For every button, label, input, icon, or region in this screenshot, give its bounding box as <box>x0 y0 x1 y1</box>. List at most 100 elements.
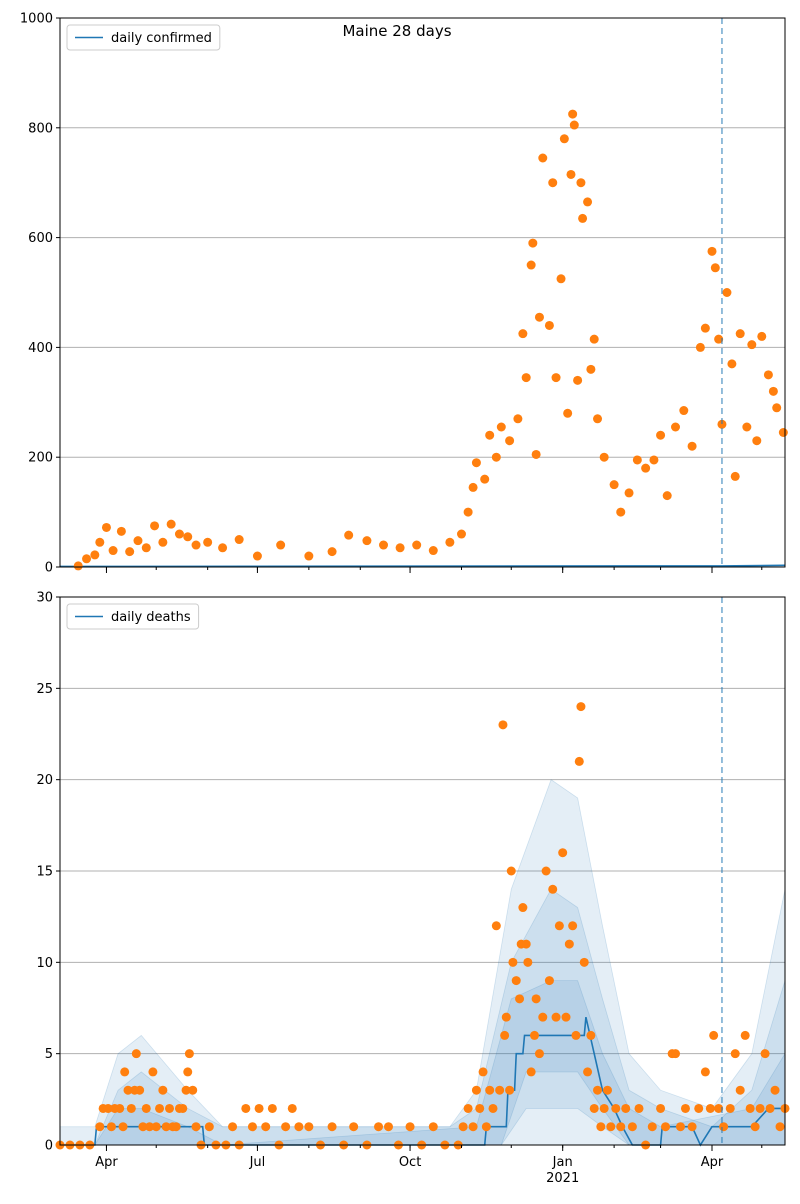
observed-point <box>506 866 516 876</box>
observed-point <box>747 340 757 350</box>
legend-label: daily confirmed <box>111 31 212 46</box>
legend: daily deaths <box>66 603 200 630</box>
observed-point <box>491 921 501 931</box>
observed-point <box>589 334 599 344</box>
observed-point <box>559 134 569 144</box>
observed-point <box>538 153 548 163</box>
observed-point <box>705 1103 715 1113</box>
observed-point <box>727 359 737 369</box>
observed-point <box>742 422 752 432</box>
observed-point <box>700 1067 710 1077</box>
observed-point <box>755 1103 765 1113</box>
observed-point <box>687 441 697 451</box>
observed-point <box>468 482 478 492</box>
observed-point <box>304 1122 314 1132</box>
observed-point <box>725 1103 735 1113</box>
observed-point <box>491 452 501 462</box>
observed-point <box>757 331 767 341</box>
observed-point <box>241 1103 251 1113</box>
observed-point <box>544 320 554 330</box>
observed-point <box>428 1122 438 1132</box>
observed-point <box>568 921 578 931</box>
model-line <box>59 564 786 568</box>
observed-point <box>118 1122 128 1132</box>
observed-point <box>126 1103 136 1113</box>
observed-point <box>158 1085 168 1095</box>
observed-point <box>518 329 528 339</box>
observed-point <box>115 1103 125 1113</box>
observed-point <box>141 543 151 553</box>
observed-point <box>82 554 92 564</box>
observed-point <box>475 1103 485 1113</box>
observed-point <box>412 540 422 550</box>
observed-point <box>123 1085 133 1095</box>
observed-point <box>599 1103 609 1113</box>
observed-point <box>694 1103 704 1113</box>
observed-point <box>656 430 666 440</box>
observed-point <box>576 702 586 712</box>
observed-point <box>586 364 596 374</box>
y-tick-label: 5 <box>45 1047 53 1062</box>
observed-point <box>717 419 727 429</box>
observed-point <box>164 1103 174 1113</box>
observed-point <box>634 1103 644 1113</box>
observed-point <box>534 312 544 322</box>
observed-point <box>765 1103 775 1113</box>
observed-point <box>155 1103 165 1113</box>
observed-point <box>700 323 710 333</box>
y-tick-label: 10 <box>36 956 53 971</box>
observed-point <box>740 1030 750 1040</box>
observed-point <box>188 1085 198 1095</box>
observed-point <box>710 263 720 273</box>
observed-point <box>485 430 495 440</box>
observed-point <box>735 329 745 339</box>
y-tick-label: 25 <box>36 682 53 697</box>
observed-point <box>687 1122 697 1132</box>
observed-point <box>521 373 531 383</box>
observed-point <box>722 288 732 297</box>
x-tick-label: Apr <box>95 1155 118 1170</box>
observed-point <box>576 178 586 188</box>
observed-point <box>730 1049 740 1059</box>
observed-point <box>695 342 705 352</box>
observed-point <box>374 1122 384 1132</box>
observed-point <box>534 1049 544 1059</box>
observed-point <box>606 1122 616 1132</box>
observed-point <box>714 1103 724 1113</box>
observed-point <box>662 491 672 501</box>
observed-point <box>171 1122 181 1132</box>
observed-point <box>133 536 143 546</box>
observed-point <box>714 334 724 344</box>
observed-point <box>183 532 193 542</box>
observed-point <box>498 720 508 730</box>
observed-point <box>763 370 773 380</box>
y-tick-label: 600 <box>28 231 53 246</box>
observed-point <box>174 529 184 539</box>
confirmed-panel: 0 200 400 600 800 1000 daily confirmed <box>20 12 788 576</box>
observed-point <box>501 1012 511 1022</box>
observed-point <box>485 1085 495 1095</box>
x-tick-label: Apr <box>701 1155 724 1170</box>
observed-point <box>158 537 168 547</box>
observed-point <box>166 519 176 529</box>
observed-point <box>151 1122 161 1132</box>
observed-point <box>719 1122 729 1132</box>
observed-point <box>228 1122 238 1132</box>
observed-point <box>671 422 681 432</box>
observed-point <box>463 507 473 517</box>
observed-point <box>551 1012 561 1022</box>
observed-point <box>508 957 518 967</box>
observed-point <box>252 551 262 561</box>
observed-point <box>531 994 541 1004</box>
observed-point <box>745 1103 755 1113</box>
y-tick-label: 200 <box>28 451 53 466</box>
observed-point <box>106 1122 116 1132</box>
observed-point <box>481 1122 491 1132</box>
observed-point <box>586 1030 596 1040</box>
observed-point <box>566 169 576 179</box>
observed-point <box>304 551 314 561</box>
observed-point <box>150 521 160 531</box>
uncertainty-band <box>59 779 786 1146</box>
observed-point <box>541 866 551 876</box>
y-tick-label: 0 <box>45 1139 53 1154</box>
